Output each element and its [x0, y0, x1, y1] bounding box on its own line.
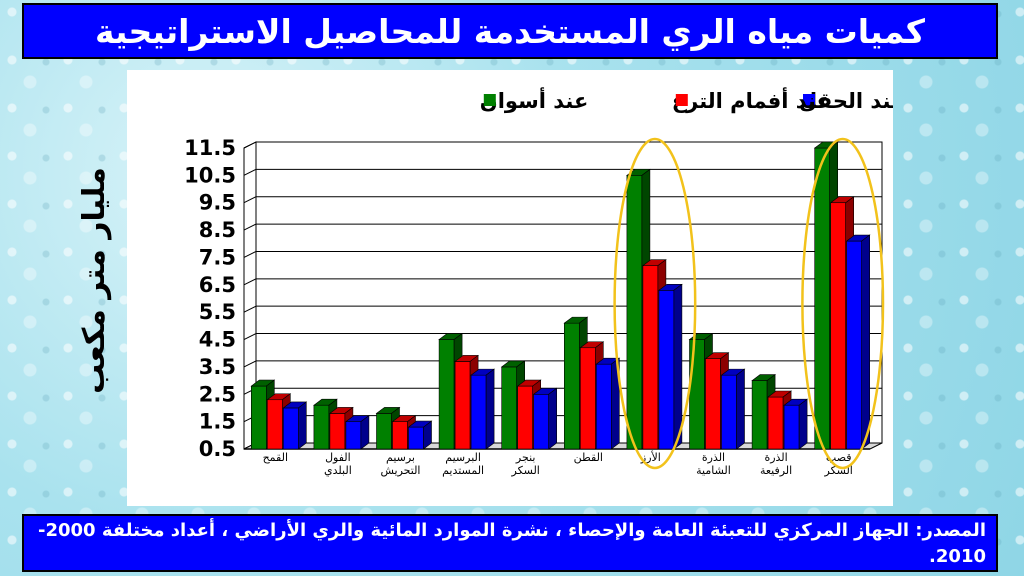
y-tick-label: 6.5: [199, 273, 236, 297]
gridline-depth: [243, 278, 257, 286]
x-tick-label: السكر: [511, 464, 540, 477]
legend-label: عند أسوان: [480, 86, 589, 113]
bar: [345, 421, 362, 450]
bar: [846, 240, 863, 450]
bar: [251, 385, 267, 450]
y-tick-label: 4.5: [199, 328, 236, 352]
y-tick-label: 3.5: [199, 355, 236, 379]
bar: [595, 363, 612, 450]
gridline-depth: [243, 305, 257, 313]
y-tick-label: 0.5: [199, 437, 236, 461]
bar: [642, 265, 659, 450]
bar-chart: 0.5 1.5 2.5 3.5 4.5 5.5 6.5 7.5 8.5 9.5 10.5 11.5 ال…: [184, 86, 905, 477]
gridline-depth: [243, 168, 257, 176]
y-tick-label: 1.5: [199, 410, 236, 434]
legend-label: عند أفمام الترع: [672, 86, 831, 113]
legend-swatch: [675, 94, 688, 106]
gridline-depth: [243, 196, 257, 204]
gridline-depth: [243, 333, 257, 340]
bar: [814, 147, 831, 450]
chart-panel: 0.5 1.5 2.5 3.5 4.5 5.5 6.5 7.5 8.5 9.5 10.5 11.5 ال…: [127, 70, 905, 506]
bar: [783, 404, 800, 450]
bar: [517, 385, 534, 450]
bar-side: [861, 234, 871, 450]
y-tick-label: 10.5: [184, 163, 236, 187]
x-tick-label: الرفيعة: [760, 464, 792, 477]
x-tick-label: الشامية: [696, 464, 731, 477]
bar: [392, 421, 408, 450]
bar: [470, 374, 487, 450]
x-tick-label: القمح: [263, 451, 288, 464]
bar: [376, 413, 392, 450]
bar: [830, 202, 847, 450]
highlight-ellipse: [801, 137, 885, 470]
bar: [533, 393, 550, 450]
bar: [751, 380, 768, 450]
bar-side: [423, 420, 432, 450]
bar: [329, 413, 346, 450]
x-tick-label: البرسيم: [445, 451, 481, 464]
x-tick-label: الفول: [325, 451, 351, 464]
bar: [454, 361, 471, 450]
y-tick-label: 2.5: [199, 382, 236, 406]
gridline-depth: [243, 360, 257, 368]
bar: [501, 366, 518, 450]
bar: [658, 289, 675, 450]
slide-title: كميات مياه الري المستخدمة للمحاصيل الاست…: [95, 11, 925, 51]
bar: [283, 407, 299, 450]
bar: [626, 175, 643, 450]
bar-side: [485, 368, 495, 450]
bar-side: [736, 368, 745, 450]
bar: [267, 399, 283, 450]
bar: [313, 404, 330, 450]
bar-side: [548, 387, 558, 450]
bar-side: [298, 401, 307, 450]
gridline-depth: [243, 141, 257, 149]
bar-side: [798, 398, 808, 450]
x-tick-label: الأرز: [640, 450, 661, 464]
legend-label: عند الحقل: [799, 89, 893, 113]
gridline-depth: [243, 223, 257, 231]
x-tick-label: بنجر: [515, 451, 536, 464]
bar: [689, 339, 705, 450]
x-tick-label: الذرة: [764, 451, 787, 464]
y-axis-label: مليار متر مكعب: [76, 166, 112, 394]
x-tick-label: التحريش: [381, 464, 421, 477]
legend-swatch: [483, 94, 496, 106]
bar-side: [673, 283, 683, 450]
bar: [721, 374, 737, 450]
source-banner: المصدر: الجهاز المركزي للتعبئة العامة وا…: [22, 514, 998, 572]
x-tick-label: الذرة: [702, 451, 725, 464]
bar: [767, 396, 784, 450]
x-tick-label: البلدي: [324, 464, 352, 477]
bar: [563, 322, 580, 450]
y-tick-label: 5.5: [199, 300, 236, 324]
title-banner: كميات مياه الري المستخدمة للمحاصيل الاست…: [22, 3, 998, 59]
x-tick-label: برسيم: [386, 451, 415, 464]
gridline-depth: [243, 251, 257, 258]
y-tick-label: 11.5: [184, 136, 236, 160]
source-text: المصدر: الجهاز المركزي للتعبئة العامة وا…: [38, 520, 986, 567]
legend-swatch: [803, 94, 815, 106]
bar: [705, 358, 721, 450]
x-tick-label: القطن: [574, 451, 603, 464]
x-tick-label: المستديم: [442, 464, 484, 477]
y-tick-label: 7.5: [199, 245, 236, 269]
highlight-ellipse: [613, 137, 697, 470]
bar-side: [360, 415, 370, 450]
y-tick-label: 9.5: [199, 191, 236, 215]
bar: [579, 347, 596, 450]
bar: [408, 426, 424, 450]
bar: [438, 339, 455, 450]
y-tick-label: 8.5: [199, 218, 236, 242]
